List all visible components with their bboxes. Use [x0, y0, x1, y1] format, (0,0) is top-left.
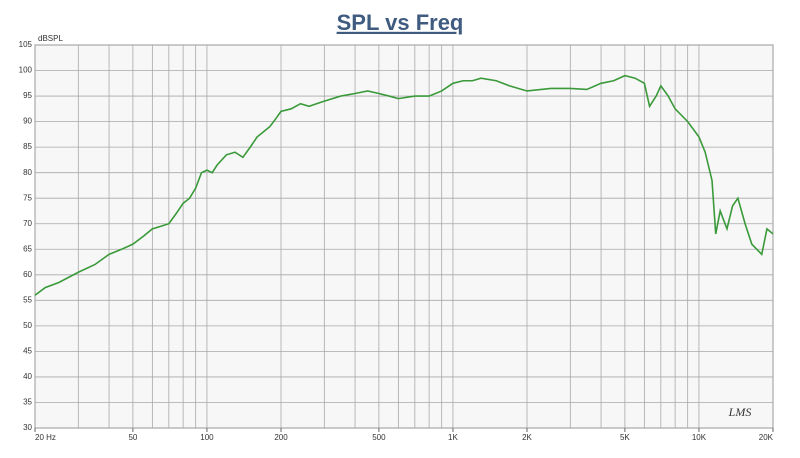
x-tick-label: 100 [200, 433, 214, 442]
logo: LMS [728, 405, 752, 419]
x-tick-label: 10K [692, 433, 707, 442]
x-tick-label: 1K [448, 433, 458, 442]
y-tick-label: 50 [23, 321, 32, 330]
y-tick-label: 85 [23, 142, 32, 151]
chart-title: SPL vs Freq [337, 10, 464, 35]
x-tick-label: 5K [620, 433, 630, 442]
y-tick-label: 105 [19, 40, 33, 49]
y-tick-label: 45 [23, 347, 32, 356]
x-tick-label: 200 [274, 433, 288, 442]
y-axis-label: dBSPL [38, 34, 63, 43]
y-tick-label: 60 [23, 270, 32, 279]
x-tick-label: 20K [759, 433, 774, 442]
plot-area [34, 44, 774, 429]
y-tick-label: 30 [23, 423, 32, 432]
x-tick-label: 50 [128, 433, 137, 442]
y-tick-label: 80 [23, 168, 32, 177]
y-tick-label: 70 [23, 219, 32, 228]
y-tick-label: 35 [23, 398, 32, 407]
y-tick-label: 100 [19, 66, 33, 75]
y-tick-label: 65 [23, 244, 32, 253]
line [34, 74, 774, 296]
y-tick-label: 75 [23, 193, 32, 202]
x-tick-label: 2K [522, 433, 532, 442]
x-tick-label: 500 [372, 433, 386, 442]
y-tick-label: 40 [23, 372, 32, 381]
x-tick-label: 20 Hz [35, 433, 56, 442]
y-tick-label: 95 [23, 91, 32, 100]
y-tick-label: 90 [23, 117, 32, 126]
y-tick-label: 55 [23, 295, 32, 304]
